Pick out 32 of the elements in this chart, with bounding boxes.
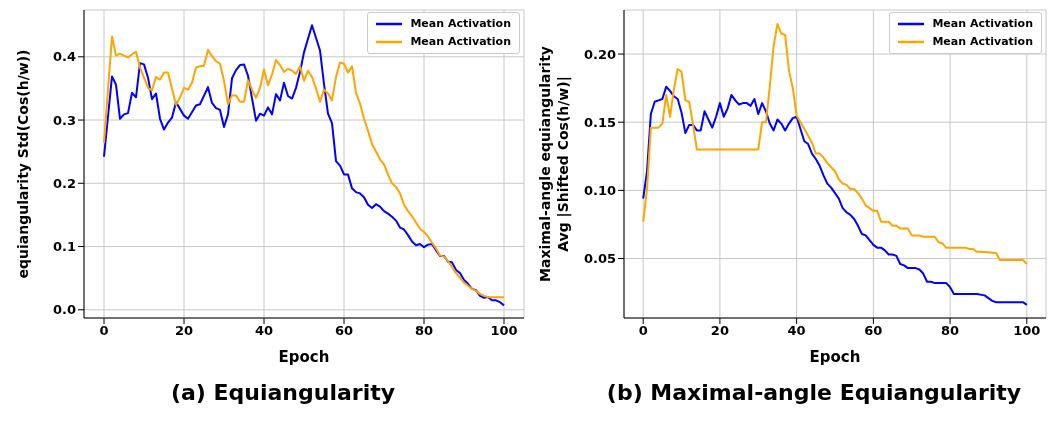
x-axis-title: Epoch <box>278 348 330 366</box>
y-tick-label: 0.3 <box>52 112 76 128</box>
legend-label: Mean Activation <box>932 16 1033 32</box>
x-tick-label: 100 <box>490 323 518 339</box>
x-tick-label: 0 <box>99 323 109 339</box>
y-tick-label: 0.1 <box>52 239 76 255</box>
y-tick-label: 0.05 <box>583 251 616 267</box>
x-tick-label: 20 <box>710 323 729 339</box>
text: (b) Maximal-angle Equiangularity <box>605 380 1023 405</box>
y-axis-title: equiangularity Std(Cos(h/w)) <box>15 49 31 279</box>
y-tick-label: 0.15 <box>583 114 616 130</box>
x-tick-label: 60 <box>334 323 354 339</box>
x-axis-title: Epoch <box>809 348 861 366</box>
legend-label: Mean Activation <box>932 34 1033 50</box>
y-tick-label: 0.20 <box>583 46 616 62</box>
x-tick-label: 100 <box>1013 323 1041 339</box>
x-tick-label: 80 <box>414 323 434 339</box>
text: (a) Equiangularity <box>169 380 397 405</box>
y-tick-label: 0.2 <box>52 175 76 191</box>
y-axis-title: Maximal-angle equiangularity Avg |Shifted Cos(h/w)| <box>537 46 572 282</box>
y-tick-label: 0.0 <box>52 302 76 318</box>
line-series <box>642 85 1028 306</box>
legend-label: Mean Activation <box>410 34 511 50</box>
y-tick-label: 0.4 <box>52 49 76 65</box>
x-tick-label: 0 <box>638 323 648 339</box>
x-tick-label: 20 <box>174 323 194 339</box>
y-tick-label: 0.10 <box>583 183 616 198</box>
x-tick-label: 60 <box>864 323 883 339</box>
x-tick-label: 40 <box>254 323 274 339</box>
x-tick-label: 80 <box>941 323 960 339</box>
x-tick-label: 40 <box>787 323 806 339</box>
legend-label: Mean Activation <box>410 16 511 32</box>
